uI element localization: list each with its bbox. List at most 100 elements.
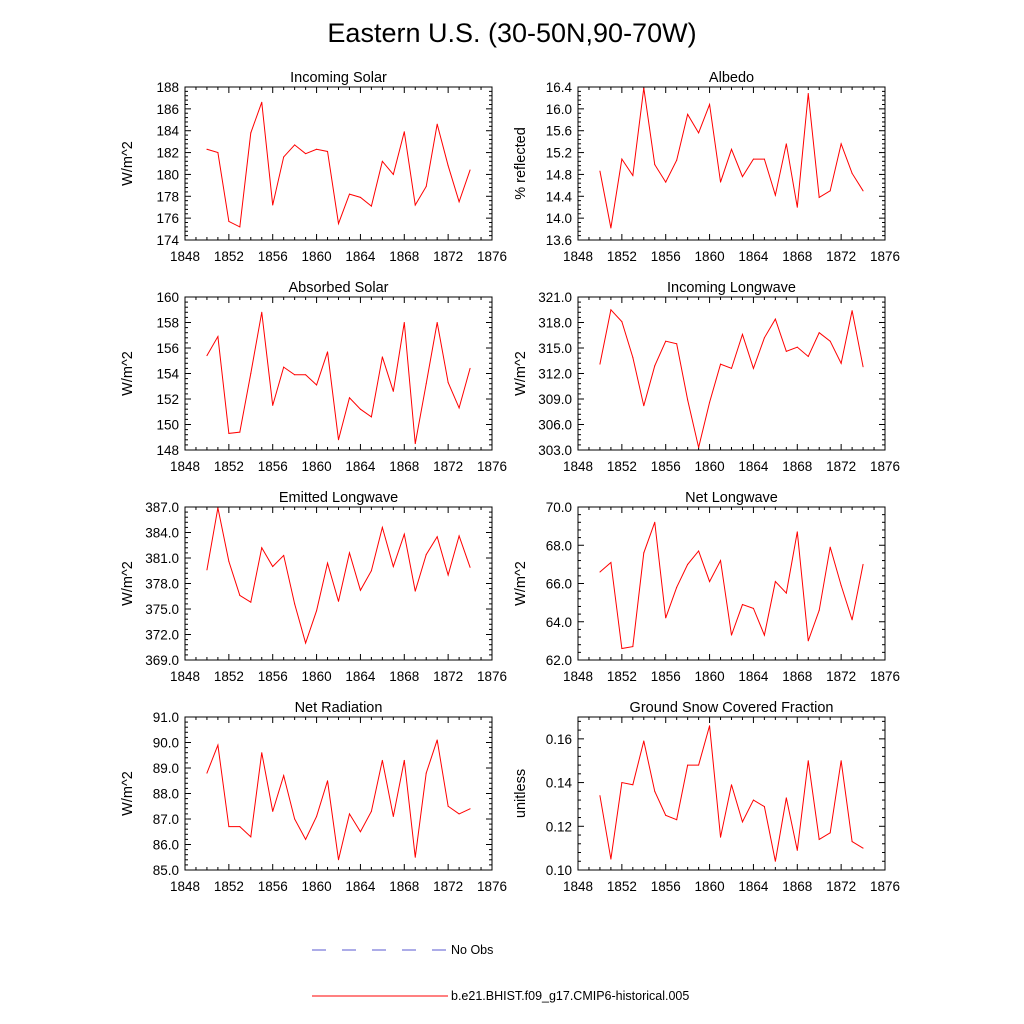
- x-tick-label: 1864: [345, 879, 376, 894]
- x-tick-label: 1848: [170, 459, 200, 474]
- x-tick-label: 1852: [607, 249, 637, 264]
- x-tick-label: 1872: [826, 249, 856, 264]
- data-point: [829, 190, 831, 192]
- x-tick-label: 1868: [782, 459, 812, 474]
- data-point: [206, 772, 208, 774]
- data-point: [621, 648, 623, 650]
- y-tick-label: 87.0: [153, 812, 179, 827]
- y-tick-label: 375.0: [145, 602, 179, 617]
- x-tick-label: 1860: [302, 669, 332, 684]
- x-tick-label: 1856: [651, 879, 681, 894]
- panel-5: Net Longwave W/m^2 1848 1852 1856 1860 1864 186…: [513, 490, 900, 684]
- data-point: [709, 401, 711, 403]
- data-point: [250, 373, 252, 374]
- data-point: [632, 646, 634, 648]
- data-point: [774, 581, 776, 583]
- plot-frame: [184, 506, 493, 661]
- data-point: [469, 566, 471, 568]
- x-tick-label: 1876: [870, 459, 900, 474]
- data-point: [796, 849, 798, 851]
- data-point: [458, 813, 460, 815]
- x-tick-label: 1860: [695, 669, 725, 684]
- data-point: [840, 584, 842, 586]
- x-tick-label: 1864: [738, 669, 769, 684]
- data-point: [851, 841, 853, 843]
- data-point: [796, 346, 798, 348]
- legend-label: No Obs: [451, 943, 493, 957]
- data-point: [632, 175, 634, 177]
- panel-7: Ground Snow Covered Fraction unitless 1848…: [513, 700, 900, 894]
- x-tick-label: 1864: [345, 669, 376, 684]
- data-point: [250, 601, 252, 603]
- data-point: [261, 101, 263, 103]
- x-tick-label: 1852: [214, 249, 244, 264]
- y-tick-label: 372.0: [145, 628, 179, 643]
- plot-frame: [577, 86, 886, 241]
- y-tick-label: 384.0: [145, 526, 179, 541]
- x-tick-label: 1852: [214, 879, 244, 894]
- data-point: [458, 407, 460, 409]
- data-point: [359, 589, 361, 591]
- data-point: [283, 775, 285, 777]
- data-point: [272, 810, 274, 812]
- legend-label: b.e21.BHIST.f09_g17.CMIP6-historical.005: [451, 989, 689, 1003]
- plot-frame: [577, 716, 886, 871]
- data-point: [436, 536, 438, 538]
- data-point: [643, 405, 645, 407]
- data-point: [272, 204, 274, 206]
- data-point: [709, 581, 711, 583]
- data-point: [206, 148, 208, 150]
- y-tick-label: 152: [156, 392, 179, 407]
- data-point: [370, 205, 372, 207]
- y-tick-label: 14.0: [546, 211, 572, 226]
- panel-3: Incoming Longwave W/m^2 1848 1852 1856 1860 18…: [513, 280, 900, 474]
- data-point: [731, 784, 732, 786]
- data-point: [785, 350, 787, 352]
- data-point: [294, 374, 296, 376]
- x-tick-label: 1868: [389, 669, 419, 684]
- data-point: [239, 826, 241, 828]
- y-tick-label: 91.0: [153, 710, 179, 725]
- data-point: [206, 355, 208, 357]
- data-point: [643, 87, 645, 89]
- data-point: [217, 152, 219, 154]
- data-point: [392, 566, 394, 567]
- data-point: [370, 570, 372, 572]
- x-tick-label: 1872: [826, 669, 856, 684]
- y-tick-label: 70.0: [546, 500, 572, 515]
- data-point: [763, 158, 765, 160]
- data-point: [359, 196, 361, 198]
- x-tick-label: 1876: [870, 249, 900, 264]
- figure-title: Eastern U.S. (30-50N,90-70W): [327, 18, 696, 48]
- data-point: [294, 603, 296, 605]
- data-point: [763, 634, 765, 636]
- data-point: [654, 790, 656, 792]
- panel-6: Net Radiation W/m^2 1848 1852 1856 1860 1864 18…: [120, 700, 507, 894]
- data-point: [283, 156, 285, 158]
- data-point: [599, 571, 601, 573]
- data-point: [217, 507, 219, 509]
- x-tick-label: 1856: [651, 249, 681, 264]
- data-point: [643, 740, 645, 742]
- data-point: [447, 805, 449, 807]
- y-tick-label: 88.0: [153, 787, 179, 802]
- x-tick-label: 1868: [782, 879, 812, 894]
- x-tick-label: 1868: [782, 249, 812, 264]
- data-point: [338, 439, 339, 441]
- data-point: [610, 227, 612, 229]
- x-tick-label: 1856: [258, 249, 288, 264]
- panel-title: Albedo: [709, 70, 754, 86]
- y-tick-label: 188: [156, 80, 179, 95]
- y-tick-label: 16.0: [546, 102, 572, 117]
- y-tick-label: 178: [156, 189, 179, 204]
- data-point: [239, 226, 241, 228]
- y-tick-label: 0.10: [546, 863, 572, 878]
- x-tick-label: 1856: [651, 669, 681, 684]
- x-tick-label: 1872: [826, 459, 856, 474]
- data-point: [741, 176, 743, 178]
- x-tick-label: 1876: [477, 669, 507, 684]
- y-axis-label: W/m^2: [513, 351, 529, 396]
- data-point: [720, 560, 722, 562]
- data-point: [862, 190, 864, 192]
